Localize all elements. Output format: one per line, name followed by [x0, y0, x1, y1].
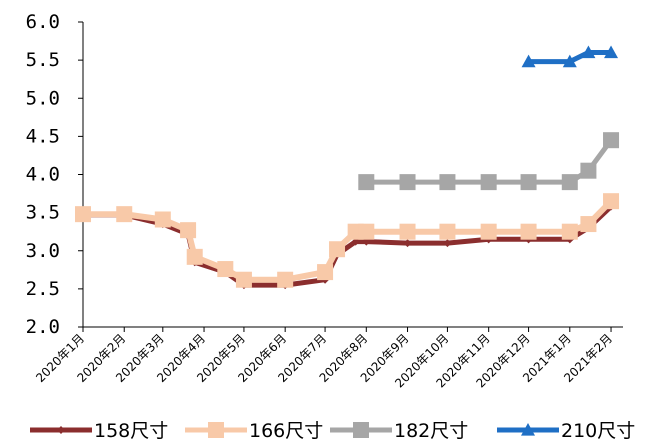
- data-point: [581, 45, 596, 59]
- series-line: [528, 50, 611, 65]
- data-point: [439, 174, 456, 191]
- data-point: [217, 261, 234, 278]
- data-point: [443, 239, 452, 248]
- y-axis: 2.0 2.5 3.0 3.5 4.0 4.5 5.0 5.5 6.0: [26, 11, 84, 338]
- series-3: [521, 45, 619, 68]
- y-tick-label: 4.5: [26, 125, 60, 147]
- data-point: [480, 174, 497, 191]
- data-point: [180, 222, 197, 239]
- data-point: [329, 241, 346, 258]
- y-tick-label: 2.0: [26, 316, 60, 338]
- legend-item: 166尺寸: [185, 420, 323, 442]
- series-layer: [75, 45, 620, 290]
- y-tick-label: 4.0: [26, 164, 60, 186]
- legend-item: 210尺寸: [497, 420, 635, 442]
- data-point: [603, 193, 620, 210]
- y-tick-label: 2.5: [26, 278, 60, 300]
- data-point: [521, 54, 536, 68]
- legend-label: 210尺寸: [561, 420, 635, 442]
- y-tick-group: 2.0 2.5 3.0 3.5 4.0 4.5 5.0 5.5 6.0: [26, 11, 83, 338]
- data-point: [57, 426, 65, 434]
- data-point: [520, 223, 537, 240]
- data-point: [235, 271, 252, 288]
- data-point: [561, 223, 578, 240]
- series-1: [75, 193, 620, 288]
- data-point: [116, 206, 133, 223]
- y-tick-label: 6.0: [26, 11, 60, 33]
- y-tick-label: 3.5: [26, 202, 60, 224]
- data-point: [521, 423, 535, 436]
- data-point: [75, 206, 91, 223]
- data-point: [358, 223, 375, 240]
- legend-label: 166尺寸: [249, 420, 323, 442]
- x-tick-group: 2020年1月2020年2月2020年3月2020年4月2020年5月2020年…: [33, 327, 615, 390]
- data-point: [520, 174, 537, 191]
- data-point: [403, 239, 412, 248]
- x-axis: 2020年1月2020年2月2020年3月2020年4月2020年5月2020年…: [33, 326, 623, 390]
- data-point: [604, 45, 619, 59]
- data-point: [439, 223, 456, 240]
- y-tick-label: 5.5: [26, 49, 60, 71]
- y-tick-label: 5.0: [26, 87, 60, 109]
- data-point: [603, 132, 620, 149]
- data-point: [358, 174, 375, 191]
- data-point: [399, 223, 416, 240]
- legend-label: 158尺寸: [94, 420, 168, 442]
- y-tick-label: 3.0: [26, 240, 60, 262]
- data-point: [154, 211, 171, 228]
- data-point: [580, 216, 597, 233]
- data-point: [561, 174, 578, 191]
- data-point: [277, 271, 294, 288]
- data-point: [317, 264, 334, 281]
- legend-item: 182尺寸: [330, 420, 468, 442]
- data-point: [399, 174, 416, 191]
- legend: 158尺寸 166尺寸 182尺寸 210尺寸: [30, 420, 635, 442]
- series-2: [358, 132, 620, 191]
- data-point: [186, 248, 203, 265]
- data-point: [580, 162, 597, 179]
- data-point: [208, 422, 224, 438]
- data-point: [480, 223, 497, 240]
- data-point: [562, 54, 577, 68]
- legend-label: 182尺寸: [394, 420, 468, 442]
- legend-item: 158尺寸: [30, 420, 168, 442]
- data-point: [353, 422, 369, 438]
